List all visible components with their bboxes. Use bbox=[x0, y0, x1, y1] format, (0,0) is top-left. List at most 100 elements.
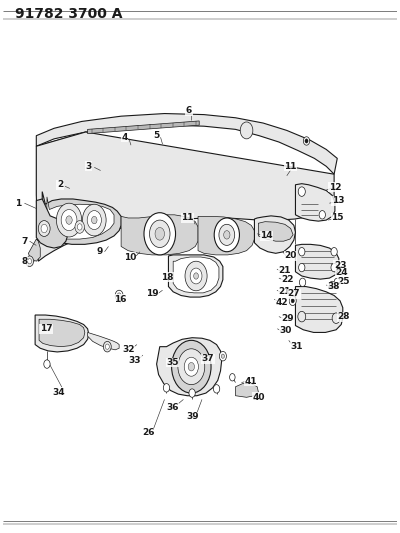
Circle shape bbox=[61, 209, 77, 231]
Text: 14: 14 bbox=[260, 231, 272, 240]
Circle shape bbox=[329, 281, 335, 289]
Text: 4: 4 bbox=[121, 133, 128, 142]
Text: 34: 34 bbox=[52, 387, 65, 397]
Circle shape bbox=[194, 273, 198, 279]
Circle shape bbox=[44, 360, 50, 368]
Circle shape bbox=[26, 256, 34, 266]
Circle shape bbox=[188, 362, 194, 371]
Circle shape bbox=[184, 357, 198, 376]
Text: 7: 7 bbox=[21, 237, 28, 246]
Text: 9: 9 bbox=[96, 247, 103, 256]
Polygon shape bbox=[36, 132, 334, 261]
Text: 21: 21 bbox=[278, 287, 291, 296]
Text: 19: 19 bbox=[146, 289, 159, 298]
Text: 31: 31 bbox=[290, 342, 303, 351]
Circle shape bbox=[185, 261, 207, 291]
Circle shape bbox=[163, 384, 170, 392]
Text: 40: 40 bbox=[253, 393, 266, 402]
Circle shape bbox=[305, 139, 308, 143]
Text: 35: 35 bbox=[166, 358, 179, 367]
Polygon shape bbox=[157, 338, 222, 395]
Text: 37: 37 bbox=[202, 354, 214, 364]
Circle shape bbox=[303, 137, 310, 145]
Text: 5: 5 bbox=[154, 131, 160, 140]
Circle shape bbox=[117, 293, 121, 298]
Text: 39: 39 bbox=[186, 413, 199, 421]
Polygon shape bbox=[173, 257, 219, 293]
Text: 15: 15 bbox=[331, 214, 344, 222]
Circle shape bbox=[219, 224, 235, 245]
Circle shape bbox=[155, 228, 164, 240]
Circle shape bbox=[299, 278, 306, 287]
Circle shape bbox=[115, 290, 123, 301]
Circle shape bbox=[299, 247, 305, 256]
Text: 18: 18 bbox=[162, 272, 174, 281]
Text: 22: 22 bbox=[281, 275, 294, 284]
Circle shape bbox=[190, 268, 202, 284]
Polygon shape bbox=[39, 319, 85, 346]
Polygon shape bbox=[236, 384, 258, 397]
Circle shape bbox=[150, 220, 170, 247]
Polygon shape bbox=[28, 239, 40, 261]
Polygon shape bbox=[42, 191, 121, 244]
Circle shape bbox=[105, 344, 109, 349]
Circle shape bbox=[82, 204, 106, 236]
Circle shape bbox=[189, 389, 195, 397]
Polygon shape bbox=[47, 197, 114, 239]
Text: 27: 27 bbox=[288, 289, 300, 298]
Text: 29: 29 bbox=[281, 314, 294, 322]
Circle shape bbox=[334, 278, 340, 287]
Text: 91782 3700 A: 91782 3700 A bbox=[15, 7, 122, 21]
Text: 26: 26 bbox=[142, 428, 155, 437]
Circle shape bbox=[298, 187, 305, 196]
Text: 33: 33 bbox=[129, 356, 141, 365]
Polygon shape bbox=[121, 215, 198, 255]
Circle shape bbox=[221, 354, 224, 358]
Polygon shape bbox=[168, 255, 223, 297]
Circle shape bbox=[41, 224, 47, 233]
Polygon shape bbox=[258, 222, 293, 241]
Text: 11: 11 bbox=[284, 162, 297, 171]
Text: 10: 10 bbox=[124, 253, 136, 262]
Text: 36: 36 bbox=[166, 403, 179, 413]
Circle shape bbox=[178, 349, 205, 385]
Text: 21: 21 bbox=[278, 266, 291, 275]
Text: 38: 38 bbox=[328, 282, 340, 291]
Text: 12: 12 bbox=[329, 183, 341, 192]
Circle shape bbox=[224, 231, 230, 239]
Text: 17: 17 bbox=[40, 324, 52, 333]
Text: 30: 30 bbox=[280, 326, 292, 335]
Polygon shape bbox=[36, 132, 86, 206]
Circle shape bbox=[77, 224, 82, 230]
Polygon shape bbox=[88, 333, 119, 350]
Polygon shape bbox=[35, 315, 89, 352]
Polygon shape bbox=[36, 199, 68, 248]
Circle shape bbox=[289, 296, 296, 305]
Circle shape bbox=[87, 211, 101, 230]
Circle shape bbox=[75, 221, 84, 233]
Text: 20: 20 bbox=[284, 252, 297, 261]
Circle shape bbox=[298, 311, 306, 322]
Circle shape bbox=[332, 313, 340, 324]
Text: 8: 8 bbox=[21, 257, 28, 266]
Polygon shape bbox=[254, 216, 296, 253]
Text: 41: 41 bbox=[244, 377, 257, 386]
Text: 16: 16 bbox=[114, 295, 126, 304]
Text: 28: 28 bbox=[338, 312, 350, 321]
Text: 24: 24 bbox=[336, 268, 348, 277]
Text: 13: 13 bbox=[332, 196, 344, 205]
Circle shape bbox=[172, 341, 211, 393]
Circle shape bbox=[214, 218, 240, 252]
Circle shape bbox=[28, 259, 32, 264]
Circle shape bbox=[144, 213, 176, 255]
Text: 32: 32 bbox=[122, 345, 134, 354]
Polygon shape bbox=[36, 114, 337, 174]
Text: 23: 23 bbox=[334, 261, 346, 270]
Text: 42: 42 bbox=[276, 298, 288, 307]
Circle shape bbox=[240, 122, 253, 139]
Circle shape bbox=[230, 374, 235, 381]
Polygon shape bbox=[198, 216, 254, 255]
Circle shape bbox=[214, 385, 220, 393]
Circle shape bbox=[92, 216, 97, 224]
Polygon shape bbox=[88, 121, 199, 134]
